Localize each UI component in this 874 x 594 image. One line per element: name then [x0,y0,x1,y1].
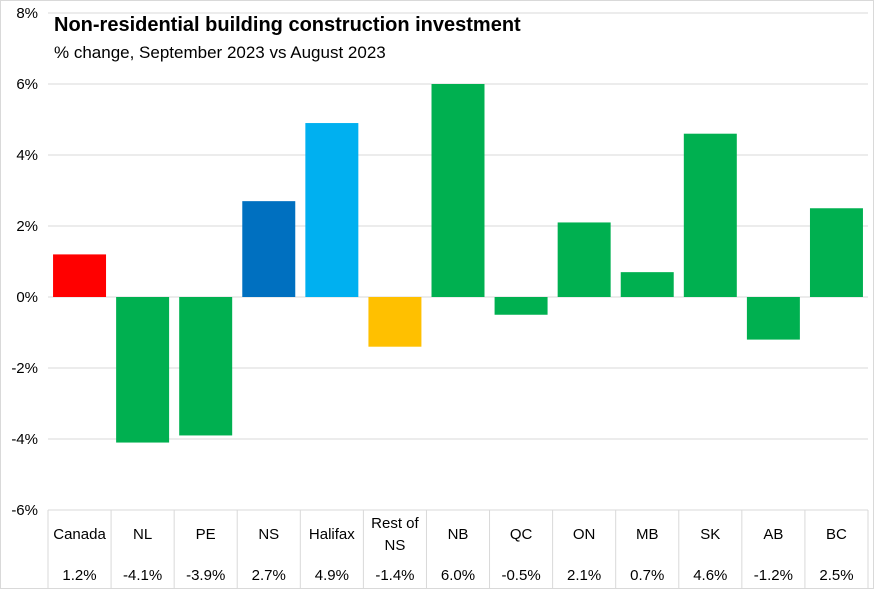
y-axis-ticks: -6% -4% -2% 0% 2% 4% 6% 8% [11,5,38,519]
y-tick-label: 0% [16,289,38,306]
data-value-label: -1.4% [375,567,414,584]
x-category-label: NS [385,537,406,554]
bar [242,201,296,297]
y-tick-label: 4% [16,147,38,164]
y-tick-label: -4% [11,431,38,448]
x-category-label: QC [510,526,533,543]
x-category-label: AB [763,526,783,543]
bar [179,297,233,436]
data-value-label: 6.0% [441,567,475,584]
data-value-label: 2.1% [567,567,601,584]
x-category-label: Canada [53,526,106,543]
bar [557,222,611,297]
bar [746,297,800,340]
y-tick-label: -2% [11,360,38,377]
x-category-label: Rest of [371,515,419,532]
data-value-label: -3.9% [186,567,225,584]
data-value-label: 4.6% [693,567,727,584]
data-value-label: -4.1% [123,567,162,584]
bar [431,84,485,297]
bar [620,272,674,297]
y-tick-label: -6% [11,502,38,519]
x-category-label: NL [133,526,152,543]
x-category-label: BC [826,526,847,543]
bar [305,123,359,297]
bar [809,208,863,297]
data-value-label: 0.7% [630,567,664,584]
x-category-label: ON [573,526,596,543]
y-tick-label: 2% [16,218,38,235]
y-tick-label: 8% [16,5,38,22]
x-category-label: NS [258,526,279,543]
data-value-label: -1.2% [754,567,793,584]
data-value-label: 1.2% [62,567,96,584]
bars [53,84,863,443]
data-table: Canada 1.2% NL -4.1% PE -3.9% NS 2.7% Halifax 4.9… [47,510,869,589]
x-category-label: SK [700,526,720,543]
x-category-label: NB [448,526,469,543]
bar [116,297,170,443]
data-value-label: 2.7% [252,567,286,584]
bar [683,133,737,297]
chart-title: Non-residential building construction in… [54,14,521,36]
data-value-label: 4.9% [315,567,349,584]
bar [368,297,422,347]
bar [494,297,548,315]
chart-subtitle: % change, September 2023 vs August 2023 [54,43,386,62]
y-tick-label: 6% [16,76,38,93]
x-category-label: MB [636,526,659,543]
bar [53,254,107,297]
data-value-label: -0.5% [501,567,540,584]
data-value-label: 2.5% [819,567,853,584]
x-category-label: Halifax [309,526,355,543]
x-category-label: PE [196,526,216,543]
